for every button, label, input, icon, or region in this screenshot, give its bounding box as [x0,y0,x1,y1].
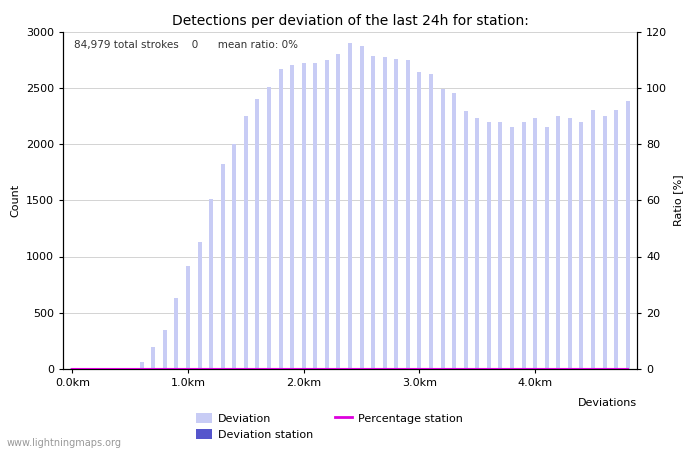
Text: 84,979 total strokes    0      mean ratio: 0%: 84,979 total strokes 0 mean ratio: 0% [74,40,298,50]
Bar [533,118,537,369]
Bar [174,298,179,369]
Bar [371,56,375,369]
Bar [244,116,248,369]
Bar [151,346,155,369]
Bar [603,116,607,369]
Bar [314,63,317,369]
Bar [394,58,398,369]
Bar [360,46,363,369]
Bar [186,266,190,369]
Bar [209,199,214,369]
Bar [591,110,595,369]
Bar [232,144,237,369]
Bar [510,127,514,369]
Y-axis label: Count: Count [10,184,20,217]
Bar [417,72,421,369]
Bar [580,122,584,369]
Bar [302,63,306,369]
Bar [486,122,491,369]
Title: Detections per deviation of the last 24h for station:: Detections per deviation of the last 24h… [172,14,528,27]
Bar [626,101,630,369]
Bar [256,99,260,369]
Bar [545,127,549,369]
Bar [556,116,560,369]
Bar [614,110,618,369]
Text: Deviations: Deviations [578,398,637,408]
Legend: Deviation, Deviation station, Percentage station: Deviation, Deviation station, Percentage… [195,413,463,440]
Bar [406,59,410,369]
Bar [279,68,283,369]
Bar [325,59,329,369]
Bar [522,122,526,369]
Bar [475,118,480,369]
Bar [568,118,572,369]
Bar [290,65,294,369]
Text: www.lightningmaps.org: www.lightningmaps.org [7,438,122,448]
Bar [429,74,433,369]
Bar [197,242,202,369]
Bar [348,43,352,369]
Bar [440,89,444,369]
Bar [337,54,340,369]
Bar [140,362,143,369]
Bar [163,329,167,369]
Y-axis label: Ratio [%]: Ratio [%] [673,175,682,226]
Bar [463,112,468,369]
Bar [267,86,271,369]
Bar [383,57,386,369]
Bar [452,94,456,369]
Bar [220,164,225,369]
Bar [498,122,503,369]
